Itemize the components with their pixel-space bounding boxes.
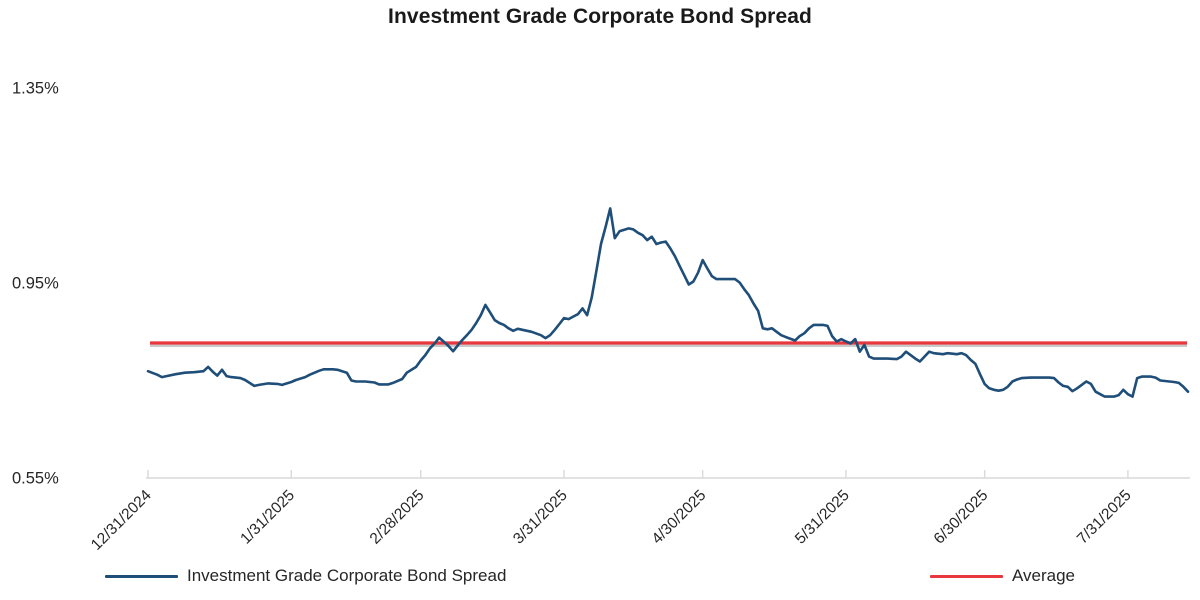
y-tick-label: 0.55% <box>12 469 59 487</box>
legend-label-spread: Investment Grade Corporate Bond Spread <box>187 566 507 585</box>
legend-item-spread: Investment Grade Corporate Bond Spread <box>105 565 506 587</box>
y-tick-label: 1.35% <box>12 79 59 97</box>
x-tick-label: 5/31/2025 <box>792 487 853 548</box>
spread-line-swatch <box>105 574 178 578</box>
x-tick-label: 2/28/2025 <box>367 487 428 548</box>
x-tick-label: 4/30/2025 <box>649 487 710 548</box>
x-tick-label: 12/31/2024 <box>88 487 155 554</box>
x-tick-label: 6/30/2025 <box>931 487 992 548</box>
chart-title: Investment Grade Corporate Bond Spread <box>388 5 812 28</box>
x-tick-label: 3/31/2025 <box>510 487 571 548</box>
x-tick-label: 7/31/2025 <box>1074 487 1135 548</box>
average-line-swatch <box>930 574 1003 578</box>
y-tick-label: 0.95% <box>12 274 59 292</box>
x-tick-label: 1/31/2025 <box>237 487 298 548</box>
legend-label-average: Average <box>1012 566 1076 585</box>
legend-item-average: Average <box>930 565 1075 587</box>
spread-series-line <box>146 207 1190 398</box>
